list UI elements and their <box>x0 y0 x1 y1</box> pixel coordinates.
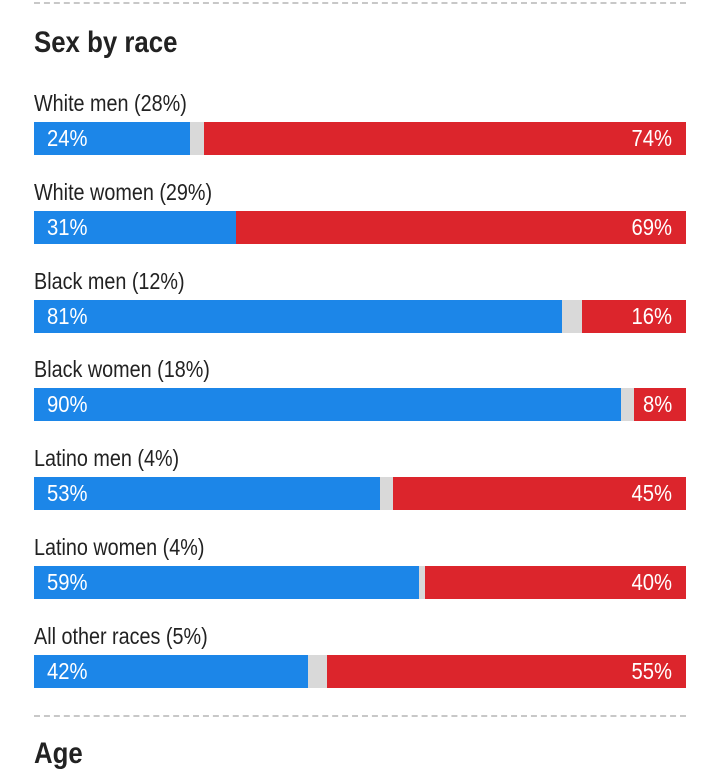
bar-segment-red <box>327 655 686 688</box>
chart-row: Black women (18%) 90% 8% <box>34 356 686 436</box>
stacked-bar: 90% 8% <box>34 388 686 421</box>
category-label: Latino men (4%) <box>34 445 180 471</box>
value-label-red: 55% <box>631 658 672 684</box>
bar-segment-red <box>633 388 686 421</box>
category-label: White women (29%) <box>34 179 213 205</box>
value-label-red: 16% <box>631 303 672 329</box>
value-label-blue: 24% <box>47 125 88 151</box>
value-label-blue: 53% <box>47 480 88 506</box>
value-label-blue: 59% <box>47 569 88 595</box>
value-label-red: 69% <box>631 214 672 240</box>
chart-row: Latino women (4%) 59% 40% <box>34 534 686 614</box>
stacked-bar: 59% 40% <box>34 566 686 599</box>
section-divider-top <box>34 2 686 4</box>
stacked-bar: 42% 55% <box>34 655 686 688</box>
bar-segment-blue <box>34 477 380 510</box>
next-section-title: Age <box>34 737 83 770</box>
bar-segment-red <box>392 477 686 510</box>
value-label-red: 8% <box>642 391 672 417</box>
section-divider-bottom <box>34 715 686 717</box>
chart-row: All other races (5%) 42% 55% <box>34 623 686 703</box>
chart-row: Latino men (4%) 53% 45% <box>34 445 686 525</box>
category-label: White men (28%) <box>34 90 187 116</box>
chart-row: White men (28%) 24% 74% <box>34 90 686 170</box>
value-label-blue: 42% <box>47 658 88 684</box>
value-label-red: 45% <box>631 480 672 506</box>
category-label: Black women (18%) <box>34 356 210 382</box>
bar-segment-red <box>425 566 686 599</box>
stacked-bar: 24% 74% <box>34 122 686 155</box>
bar-segment-blue <box>34 655 308 688</box>
value-label-blue: 81% <box>47 303 88 329</box>
bar-segment-blue <box>34 388 621 421</box>
value-label-blue: 31% <box>47 214 88 240</box>
bar-segment-red <box>581 300 686 333</box>
stacked-bar: 31% 69% <box>34 211 686 244</box>
chart-row: White women (29%) 31% 69% <box>34 179 686 259</box>
chart-row: Black men (12%) 81% 16% <box>34 268 686 348</box>
value-label-red: 74% <box>631 125 672 151</box>
bar-segment-blue <box>34 300 563 333</box>
value-label-red: 40% <box>631 569 672 595</box>
bar-segment-blue <box>34 211 237 244</box>
bar-segment-red <box>236 211 686 244</box>
bar-segment-blue <box>34 566 419 599</box>
stacked-bar: 53% 45% <box>34 477 686 510</box>
stacked-bar: 81% 16% <box>34 300 686 333</box>
section-title: Sex by race <box>34 26 178 59</box>
bar-segment-red <box>203 122 686 155</box>
category-label: All other races (5%) <box>34 623 208 649</box>
category-label: Black men (12%) <box>34 268 185 294</box>
value-label-blue: 90% <box>47 391 88 417</box>
category-label: Latino women (4%) <box>34 534 205 560</box>
bar-segment-blue <box>34 122 191 155</box>
